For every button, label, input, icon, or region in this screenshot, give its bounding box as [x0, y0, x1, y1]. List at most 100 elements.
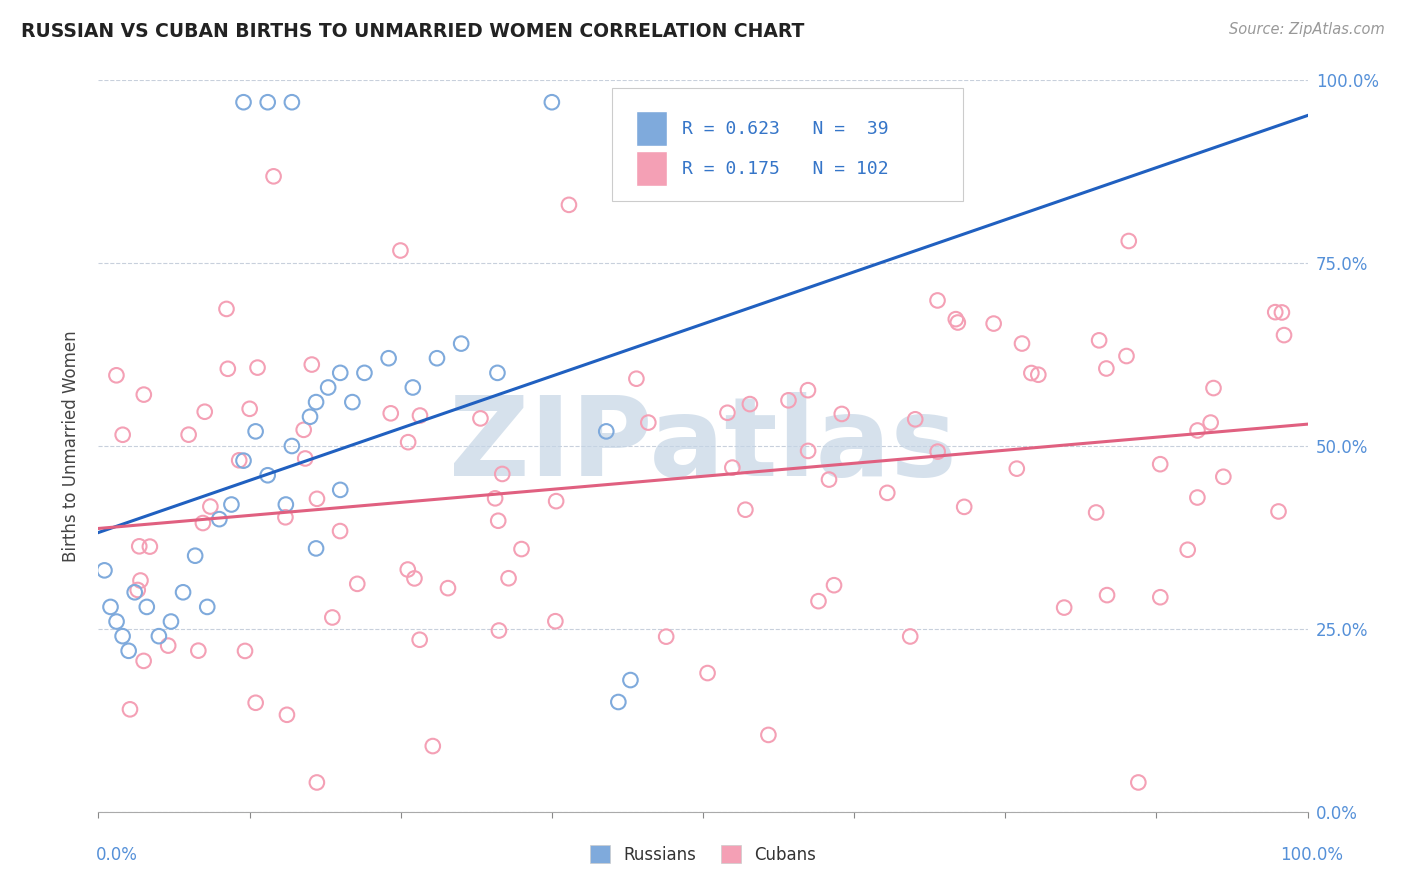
Point [172, 585, 194, 599]
Point [1128, 775, 1150, 789]
Point [1212, 469, 1234, 483]
Point [380, 406, 402, 420]
Point [1187, 424, 1209, 438]
Point [946, 316, 969, 330]
Point [135, 599, 157, 614]
Point [215, 301, 238, 316]
Point [945, 312, 967, 326]
Point [797, 443, 820, 458]
Point [256, 468, 278, 483]
Point [437, 581, 460, 595]
Point [491, 467, 513, 481]
Point [402, 380, 425, 394]
Point [1088, 334, 1111, 348]
Text: RUSSIAN VS CUBAN BIRTHS TO UNMARRIED WOMEN CORRELATION CHART: RUSSIAN VS CUBAN BIRTHS TO UNMARRIED WOM… [21, 22, 804, 41]
Point [738, 397, 761, 411]
Point [898, 630, 921, 644]
Point [486, 514, 509, 528]
Point [1187, 491, 1209, 505]
Point [807, 594, 830, 608]
Point [232, 95, 254, 110]
Point [1011, 336, 1033, 351]
Point [221, 498, 243, 512]
Point [927, 293, 949, 308]
Point [408, 632, 430, 647]
Point [1021, 366, 1043, 380]
Point [208, 512, 231, 526]
Point [626, 372, 648, 386]
Point [1177, 542, 1199, 557]
Point [346, 577, 368, 591]
Point [595, 425, 617, 439]
Point [818, 473, 841, 487]
Point [470, 411, 492, 425]
Text: 0.0%: 0.0% [96, 846, 138, 863]
Point [305, 491, 328, 506]
FancyBboxPatch shape [637, 111, 666, 146]
Point [484, 491, 506, 506]
Point [148, 629, 170, 643]
Point [607, 695, 630, 709]
Point [321, 610, 343, 624]
Text: R = 0.623   N =  39: R = 0.623 N = 39 [682, 120, 889, 138]
Point [111, 427, 134, 442]
Point [274, 498, 297, 512]
Point [160, 615, 183, 629]
Point [228, 453, 250, 467]
Point [983, 317, 1005, 331]
Point [1085, 506, 1108, 520]
FancyBboxPatch shape [637, 152, 666, 186]
Point [132, 654, 155, 668]
Point [953, 500, 976, 514]
Point [558, 198, 581, 212]
Point [129, 574, 152, 588]
FancyBboxPatch shape [613, 87, 963, 201]
Point [132, 387, 155, 401]
Point [353, 366, 375, 380]
Point [422, 739, 444, 753]
Point [927, 444, 949, 458]
Point [409, 409, 432, 423]
Point [127, 582, 149, 597]
Point [316, 380, 339, 394]
Point [305, 541, 328, 556]
Point [831, 407, 853, 421]
Point [716, 406, 738, 420]
Point [797, 383, 820, 397]
Point [281, 95, 304, 110]
Point [1118, 234, 1140, 248]
Text: R = 0.175   N = 102: R = 0.175 N = 102 [682, 160, 889, 178]
Text: Source: ZipAtlas.com: Source: ZipAtlas.com [1229, 22, 1385, 37]
Point [194, 405, 217, 419]
Point [105, 615, 128, 629]
Point [1264, 305, 1286, 319]
Point [139, 540, 162, 554]
Point [200, 500, 222, 514]
Point [246, 360, 269, 375]
Point [1026, 368, 1049, 382]
Point [100, 599, 122, 614]
Point [488, 624, 510, 638]
Point [1115, 349, 1137, 363]
Point [721, 460, 744, 475]
Point [758, 728, 780, 742]
Point [245, 425, 267, 439]
Point [128, 539, 150, 553]
Point [93, 563, 115, 577]
Point [274, 510, 297, 524]
Point [426, 351, 449, 366]
Point [1202, 381, 1225, 395]
Text: 100.0%: 100.0% [1279, 846, 1343, 863]
Point [904, 412, 927, 426]
Point [292, 423, 315, 437]
Point [450, 336, 472, 351]
Point [1005, 461, 1028, 475]
Point [1271, 305, 1294, 319]
Point [404, 571, 426, 585]
Point [734, 502, 756, 516]
Point [546, 494, 568, 508]
Point [1272, 328, 1295, 343]
Point [301, 358, 323, 372]
Point [396, 562, 419, 576]
Point [281, 439, 304, 453]
